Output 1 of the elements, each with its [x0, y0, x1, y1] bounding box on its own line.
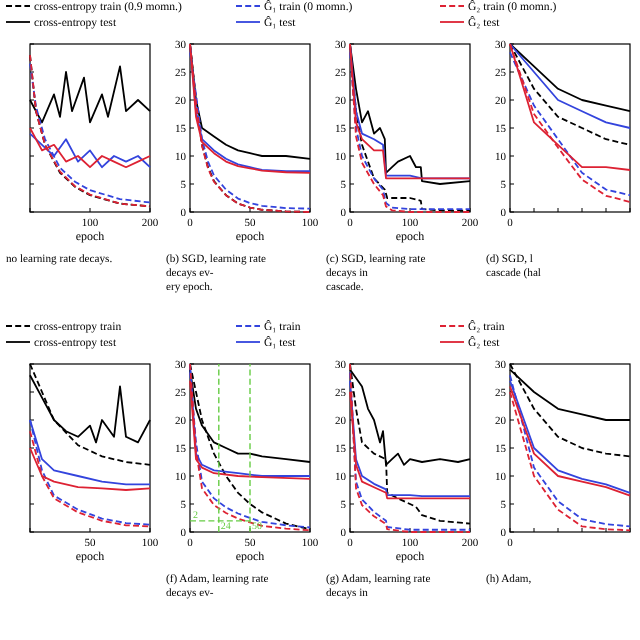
- line-series: [509, 43, 631, 129]
